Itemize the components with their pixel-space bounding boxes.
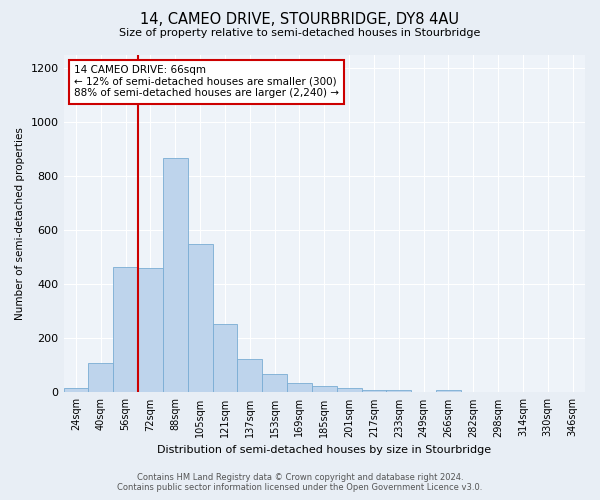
Bar	[287, 383, 312, 392]
Bar	[386, 390, 411, 392]
Text: 14 CAMEO DRIVE: 66sqm
← 12% of semi-detached houses are smaller (300)
88% of sem: 14 CAMEO DRIVE: 66sqm ← 12% of semi-deta…	[74, 65, 339, 98]
Bar	[188, 244, 212, 392]
Bar	[138, 268, 163, 392]
Bar	[312, 386, 337, 392]
Bar	[362, 390, 386, 392]
Bar	[163, 158, 188, 392]
Bar	[337, 388, 362, 392]
Bar	[64, 388, 88, 392]
Bar	[238, 358, 262, 392]
Bar	[436, 390, 461, 392]
Text: Contains HM Land Registry data © Crown copyright and database right 2024.
Contai: Contains HM Land Registry data © Crown c…	[118, 473, 482, 492]
Bar	[88, 362, 113, 392]
Bar	[262, 374, 287, 392]
Text: 14, CAMEO DRIVE, STOURBRIDGE, DY8 4AU: 14, CAMEO DRIVE, STOURBRIDGE, DY8 4AU	[140, 12, 460, 28]
Y-axis label: Number of semi-detached properties: Number of semi-detached properties	[15, 128, 25, 320]
Bar	[113, 267, 138, 392]
X-axis label: Distribution of semi-detached houses by size in Stourbridge: Distribution of semi-detached houses by …	[157, 445, 491, 455]
Text: Size of property relative to semi-detached houses in Stourbridge: Size of property relative to semi-detach…	[119, 28, 481, 38]
Bar	[212, 324, 238, 392]
